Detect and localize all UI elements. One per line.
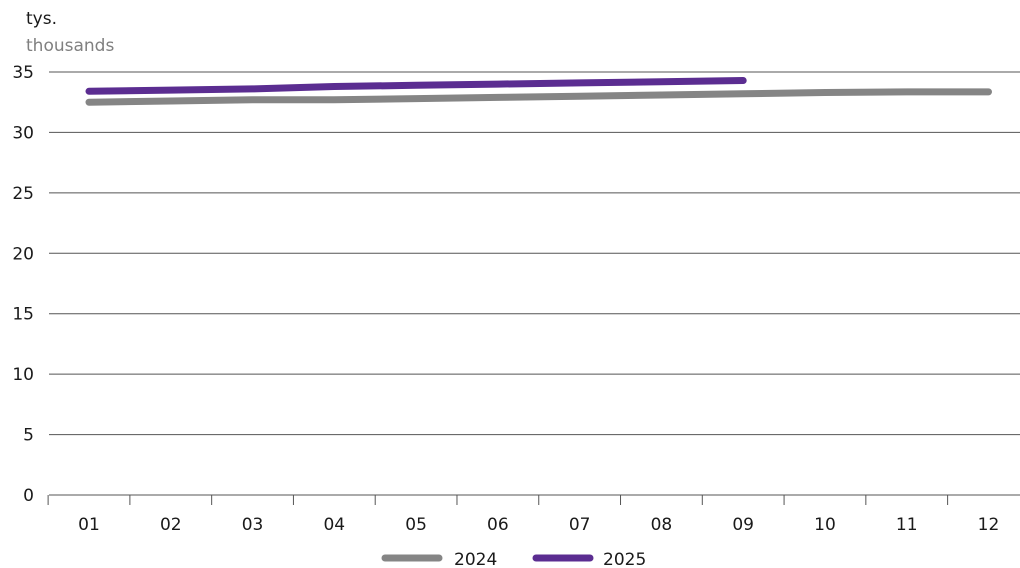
series-lines — [85, 77, 992, 106]
y-tick-label: 35 — [12, 63, 34, 83]
legend-label-2025: 2025 — [603, 550, 646, 568]
x-tick-label: 08 — [651, 515, 673, 535]
x-tick-label: 06 — [487, 515, 509, 535]
x-axis: 01 02 03 04 05 06 07 08 09 10 11 12 — [47, 494, 1020, 535]
series-line-2025 — [85, 77, 747, 95]
y-tick-label: 10 — [12, 365, 34, 385]
series-line-2024 — [85, 88, 992, 106]
x-tick-label: 04 — [323, 515, 345, 535]
x-tick-label: 05 — [405, 515, 427, 535]
x-tick-label: 07 — [569, 515, 591, 535]
x-tick-label: 11 — [896, 515, 918, 535]
y-tick-label: 20 — [12, 244, 34, 264]
y-tick-label: 30 — [12, 123, 34, 143]
y-axis-ticks: 0 5 10 15 20 25 30 35 — [12, 63, 34, 506]
y-tick-label: 15 — [12, 305, 34, 325]
x-tick-label: 09 — [732, 515, 754, 535]
legend-label-2024: 2024 — [454, 550, 497, 568]
y-tick-label: 0 — [23, 486, 34, 506]
x-tick-label: 02 — [160, 515, 182, 535]
y-tick-label: 5 — [23, 426, 34, 446]
x-tick-label: 10 — [814, 515, 836, 535]
y-tick-label: 25 — [12, 184, 34, 204]
y-unit-label-secondary: thousands — [26, 36, 114, 56]
x-tick-label: 12 — [978, 515, 1000, 535]
y-unit-label-primary: tys. — [26, 9, 57, 29]
x-tick-label: 03 — [242, 515, 264, 535]
grid-lines — [49, 71, 1020, 436]
legend: 2024 2025 — [381, 550, 646, 568]
x-tick-label: 01 — [78, 515, 100, 535]
